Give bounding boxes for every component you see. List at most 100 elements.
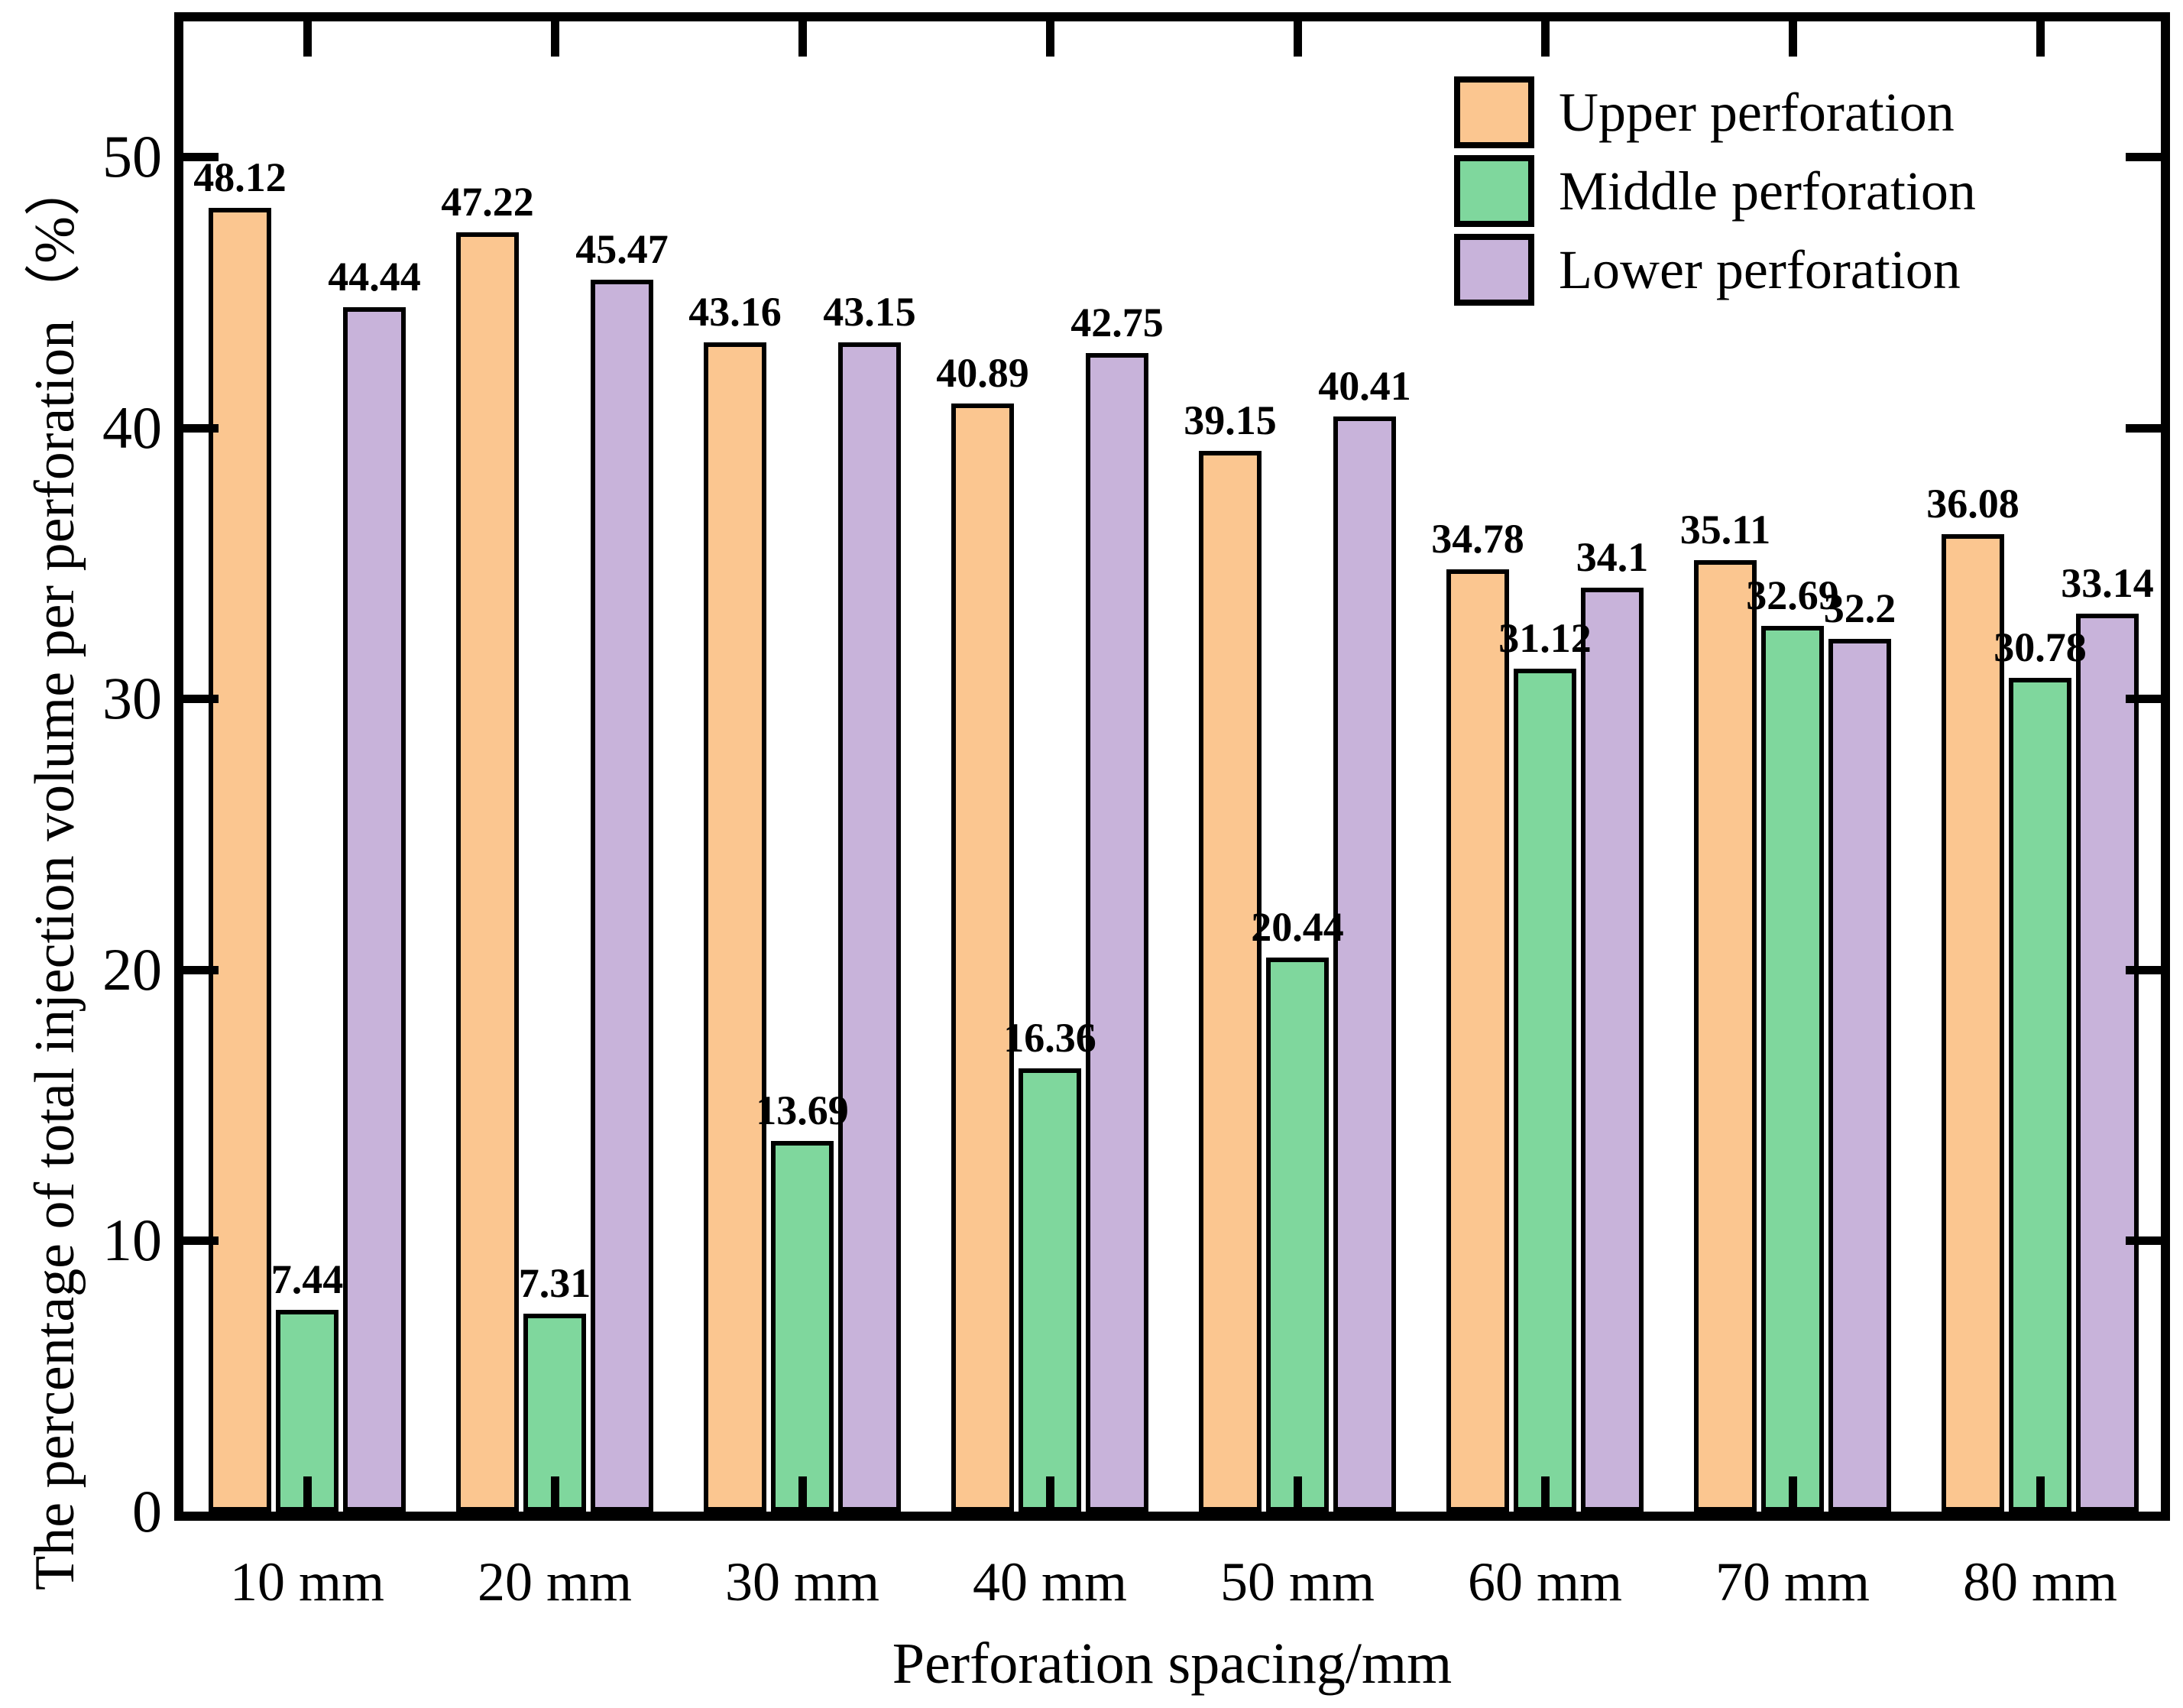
- y-tick: [2126, 153, 2161, 162]
- y-tick: [2126, 695, 2161, 704]
- legend-swatch-lower: [1454, 234, 1534, 306]
- bar: [704, 342, 766, 1512]
- bar: [591, 280, 653, 1512]
- x-tick: [1789, 21, 1797, 57]
- y-tick: [183, 153, 219, 162]
- bar-value-label: 20.44: [1251, 904, 1344, 950]
- bar: [1199, 451, 1262, 1512]
- bar: [1019, 1068, 1081, 1512]
- y-tick-label: 30: [102, 665, 162, 732]
- y-tick: [2126, 1236, 2161, 1246]
- bar-value-label: 7.44: [270, 1256, 344, 1302]
- bar: [2009, 678, 2071, 1512]
- bar-value-label: 34.1: [1576, 534, 1649, 580]
- x-tick: [303, 21, 312, 57]
- x-axis-title: Perforation spacing/mm: [892, 1632, 1453, 1696]
- bar-value-label: 48.12: [193, 154, 287, 200]
- bar: [1942, 534, 2004, 1512]
- x-tick: [1046, 1476, 1054, 1512]
- bar-value-label: 33.14: [2061, 560, 2154, 606]
- y-tick-label: 20: [102, 935, 162, 1003]
- x-tick: [551, 1476, 559, 1512]
- legend-label: Middle perforation: [1559, 160, 1976, 222]
- legend-label: Upper perforation: [1559, 82, 1955, 143]
- legend-item: Upper perforation: [1454, 76, 1976, 148]
- y-tick-label: 50: [102, 123, 162, 190]
- plot-area: 48.12 47.22 43.16 40.89 39.15 34.78 35.11 36.08…: [174, 12, 2170, 1521]
- bar: [2076, 614, 2139, 1512]
- bar: [456, 232, 519, 1512]
- bar-value-label: 32.69: [1746, 572, 1839, 618]
- x-tick-label: 40 mm: [972, 1551, 1128, 1612]
- bar-value-label: 7.31: [518, 1260, 591, 1306]
- bar: [838, 342, 901, 1512]
- x-tick: [798, 21, 807, 57]
- x-tick-label: 70 mm: [1715, 1551, 1870, 1612]
- bar: [951, 404, 1014, 1512]
- bar-value-label: 16.36: [1003, 1015, 1096, 1061]
- bar: [771, 1141, 834, 1512]
- y-tick-label: 0: [132, 1478, 162, 1544]
- legend-swatch-upper: [1454, 76, 1534, 148]
- x-tick: [798, 1476, 807, 1512]
- bar-value-label: 35.11: [1679, 507, 1771, 553]
- bar: [209, 208, 271, 1512]
- y-axis-title: The percentage of total injection volume…: [24, 160, 86, 1590]
- x-tick: [1294, 21, 1302, 57]
- bar-value-label: 44.44: [328, 254, 421, 300]
- bar-value-label: 32.2: [1823, 585, 1896, 631]
- x-tick: [551, 21, 559, 57]
- bar-value-label: 42.75: [1070, 300, 1164, 345]
- x-tick: [1541, 1476, 1550, 1512]
- bar-value-label: 47.22: [441, 179, 534, 225]
- bar: [1333, 416, 1396, 1512]
- x-tick: [1541, 21, 1550, 57]
- y-tick: [183, 695, 219, 704]
- x-tick: [1789, 1476, 1797, 1512]
- legend-item: Lower perforation: [1454, 234, 1976, 306]
- x-tick-label: 30 mm: [724, 1551, 880, 1612]
- x-tick: [303, 1476, 312, 1512]
- bar-value-label: 39.15: [1184, 397, 1277, 443]
- x-tick: [1046, 21, 1054, 57]
- bar-value-label: 31.12: [1498, 615, 1592, 661]
- bar-value-label: 40.89: [936, 350, 1029, 396]
- x-tick-label: 20 mm: [477, 1551, 633, 1612]
- bar: [1694, 560, 1757, 1512]
- bar: [1266, 958, 1329, 1512]
- legend: Upper perforation Middle perforation Low…: [1454, 76, 1976, 313]
- bar: [1086, 353, 1148, 1512]
- y-tick-label: 40: [102, 394, 162, 461]
- legend-swatch-middle: [1454, 155, 1534, 227]
- x-tick-label: 80 mm: [1962, 1551, 2118, 1612]
- y-tick: [2126, 423, 2161, 433]
- x-tick-label: 60 mm: [1467, 1551, 1623, 1612]
- bar: [1581, 588, 1644, 1512]
- bar: [1446, 569, 1509, 1512]
- bar-value-label: 40.41: [1318, 363, 1411, 409]
- bar-value-label: 34.78: [1431, 516, 1524, 562]
- bar-value-label: 43.16: [688, 289, 782, 335]
- x-tick-label: 50 mm: [1219, 1551, 1375, 1612]
- bar: [1828, 639, 1891, 1512]
- y-tick-label: 10: [102, 1207, 162, 1274]
- x-tick: [2036, 21, 2045, 57]
- bar-value-label: 43.15: [823, 289, 916, 335]
- x-tick: [1294, 1476, 1302, 1512]
- bar: [343, 307, 406, 1512]
- legend-label: Lower perforation: [1559, 239, 1961, 300]
- bar-value-label: 45.47: [575, 226, 669, 272]
- y-tick: [183, 1236, 219, 1246]
- bar-value-label: 30.78: [1994, 624, 2087, 670]
- x-tick: [2036, 1476, 2045, 1512]
- bar: [1514, 669, 1576, 1512]
- bar-value-label: 13.69: [756, 1087, 849, 1133]
- bar: [523, 1314, 586, 1512]
- bar: [1761, 626, 1824, 1512]
- x-tick-label: 10 mm: [229, 1551, 385, 1612]
- bar-value-label: 36.08: [1926, 481, 2019, 527]
- legend-item: Middle perforation: [1454, 155, 1976, 227]
- y-tick: [183, 965, 219, 974]
- y-tick: [183, 423, 219, 433]
